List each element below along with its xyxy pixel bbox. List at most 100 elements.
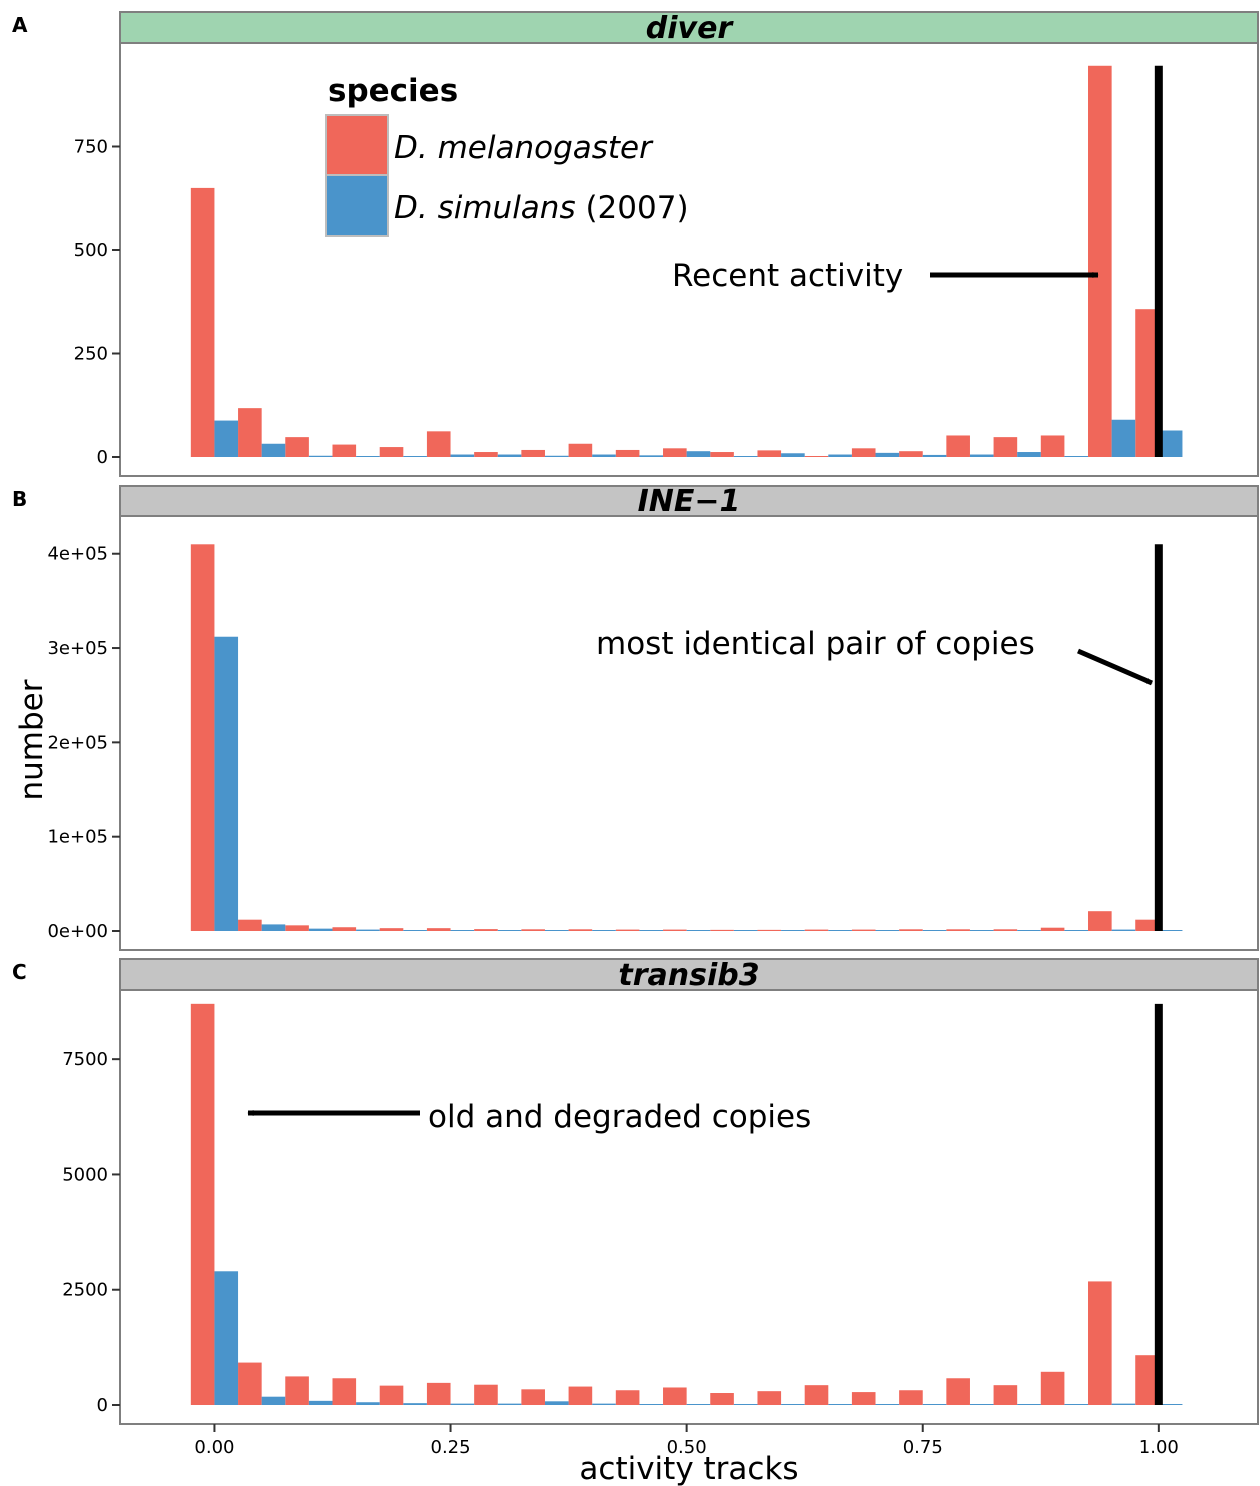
plot-border-a <box>119 42 1259 477</box>
bar-melanogaster-17 <box>993 437 1018 457</box>
bar-melanogaster-12 <box>757 450 782 457</box>
bar-simulans-1 <box>261 443 286 457</box>
bar-melanogaster-13 <box>804 929 829 931</box>
bar-melanogaster-3 <box>332 444 357 457</box>
x-tick-label: 1.00 <box>1139 1437 1179 1458</box>
bar-melanogaster-14 <box>851 448 876 457</box>
bar-melanogaster-1 <box>238 1362 262 1405</box>
bar-simulans-0 <box>214 1271 239 1405</box>
bar-simulans-8 <box>592 454 616 457</box>
legend-label-melanogaster: D. melanogaster <box>394 130 654 166</box>
strip-background-a <box>119 11 1259 44</box>
bar-melanogaster-12 <box>757 1391 782 1405</box>
legend-title: species <box>328 73 458 109</box>
x-tick-label: 0.00 <box>194 1437 234 1458</box>
bar-melanogaster-9 <box>615 1390 640 1405</box>
bars-a <box>190 65 1183 458</box>
bar-simulans-15 <box>922 454 947 457</box>
bar-melanogaster-13 <box>804 456 829 457</box>
bar-melanogaster-2 <box>285 1376 309 1405</box>
bar-melanogaster-8 <box>568 929 593 931</box>
y-axis-b: 0e+00 1e+05 2e+05 3e+05 4e+05 <box>47 544 120 942</box>
bar-melanogaster-17 <box>993 929 1018 931</box>
bar-simulans-10 <box>686 930 711 931</box>
bar-simulans-8 <box>592 930 616 931</box>
bar-melanogaster-9 <box>615 449 640 457</box>
bar-simulans-15 <box>922 1404 947 1405</box>
y-tick-label: 3e+05 <box>47 638 108 659</box>
bar-simulans-19 <box>1111 929 1136 931</box>
bar-melanogaster-1 <box>238 408 262 457</box>
bar-melanogaster-6 <box>474 452 498 457</box>
bar-melanogaster-10 <box>663 1387 687 1405</box>
bar-simulans-18 <box>1064 1404 1089 1405</box>
bar-melanogaster-14 <box>851 1392 876 1405</box>
panel-b: INE−1 B 0e+00 1e+05 2e+05 3e+05 4e+05 most i… <box>12 484 1259 951</box>
bar-simulans-13 <box>828 454 852 457</box>
bar-melanogaster-15 <box>899 929 923 931</box>
x-axis: 0.00 0.25 0.50 0.75 1.00 <box>194 1424 1179 1458</box>
y-tick-label: 0 <box>97 447 108 468</box>
legend-key-melanogaster <box>325 114 389 176</box>
bar-simulans-17 <box>1017 1404 1041 1405</box>
bar-melanogaster-20 <box>1135 309 1159 457</box>
x-axis-title: activity tracks <box>579 1451 798 1486</box>
bars-b <box>190 544 1183 931</box>
y-axis-title: number <box>14 679 50 800</box>
panel-letter-a: A <box>12 13 28 37</box>
bar-simulans-10 <box>686 451 711 457</box>
bar-simulans-12 <box>781 930 805 931</box>
y-tick-label: 750 <box>74 137 108 158</box>
bar-simulans-18 <box>1064 930 1089 931</box>
legend-key-simulans <box>325 174 389 237</box>
bar-simulans-7 <box>544 1401 569 1405</box>
bar-simulans-10 <box>686 1404 711 1405</box>
bar-melanogaster-9 <box>615 929 640 931</box>
bar-melanogaster-4 <box>379 447 404 457</box>
y-tick-label: 250 <box>74 344 108 365</box>
bar-melanogaster-18 <box>1040 927 1065 931</box>
bar-simulans-15 <box>922 930 947 931</box>
bar-melanogaster-12 <box>757 929 782 931</box>
x-tick-label: 0.75 <box>903 1437 943 1458</box>
bar-melanogaster-16 <box>946 435 970 457</box>
bar-melanogaster-18 <box>1040 435 1065 457</box>
bar-simulans-5 <box>450 930 475 931</box>
bar-simulans-19 <box>1111 419 1136 457</box>
bar-melanogaster-15 <box>899 1390 923 1405</box>
bar-simulans-0 <box>214 636 239 931</box>
bar-simulans-14 <box>875 452 900 457</box>
y-tick-label: 0 <box>97 1395 108 1416</box>
annotation-old-degraded: old and degraded copies <box>428 1099 811 1135</box>
bar-simulans-12 <box>781 453 805 457</box>
bar-melanogaster-18 <box>1040 1371 1065 1405</box>
bar-melanogaster-11 <box>710 452 734 457</box>
bar-melanogaster-11 <box>710 1393 734 1405</box>
y-tick-label: 7500 <box>62 1049 108 1070</box>
y-axis-c: 0 2500 5000 7500 <box>62 1049 120 1416</box>
bar-melanogaster-3 <box>332 927 357 931</box>
bars-c <box>190 1003 1183 1405</box>
bar-simulans-9 <box>639 930 664 931</box>
bar-simulans-2 <box>308 455 333 457</box>
bar-simulans-5 <box>450 1403 475 1405</box>
bar-melanogaster-16 <box>946 929 970 931</box>
bar-simulans-2 <box>308 928 333 931</box>
bar-melanogaster-0 <box>190 544 215 931</box>
strip-background-b <box>119 485 1259 517</box>
plot-border-c <box>119 989 1259 1425</box>
bar-simulans-19 <box>1111 1403 1136 1405</box>
legend: species D. melanogaster D. simulans (200… <box>325 73 689 237</box>
bar-simulans-20 <box>1158 1404 1183 1405</box>
bar-simulans-14 <box>875 930 900 931</box>
bar-melanogaster-7 <box>521 929 545 931</box>
bar-simulans-12 <box>781 1404 805 1405</box>
plot-border-b <box>119 515 1259 951</box>
bar-simulans-16 <box>969 930 994 931</box>
bar-melanogaster-0 <box>190 1003 215 1405</box>
bar-simulans-16 <box>969 454 994 457</box>
annotation-most-identical-pair: most identical pair of copies <box>596 626 1035 662</box>
bar-simulans-11 <box>733 1404 758 1405</box>
bar-melanogaster-1 <box>238 919 262 931</box>
bar-simulans-9 <box>639 1404 664 1405</box>
